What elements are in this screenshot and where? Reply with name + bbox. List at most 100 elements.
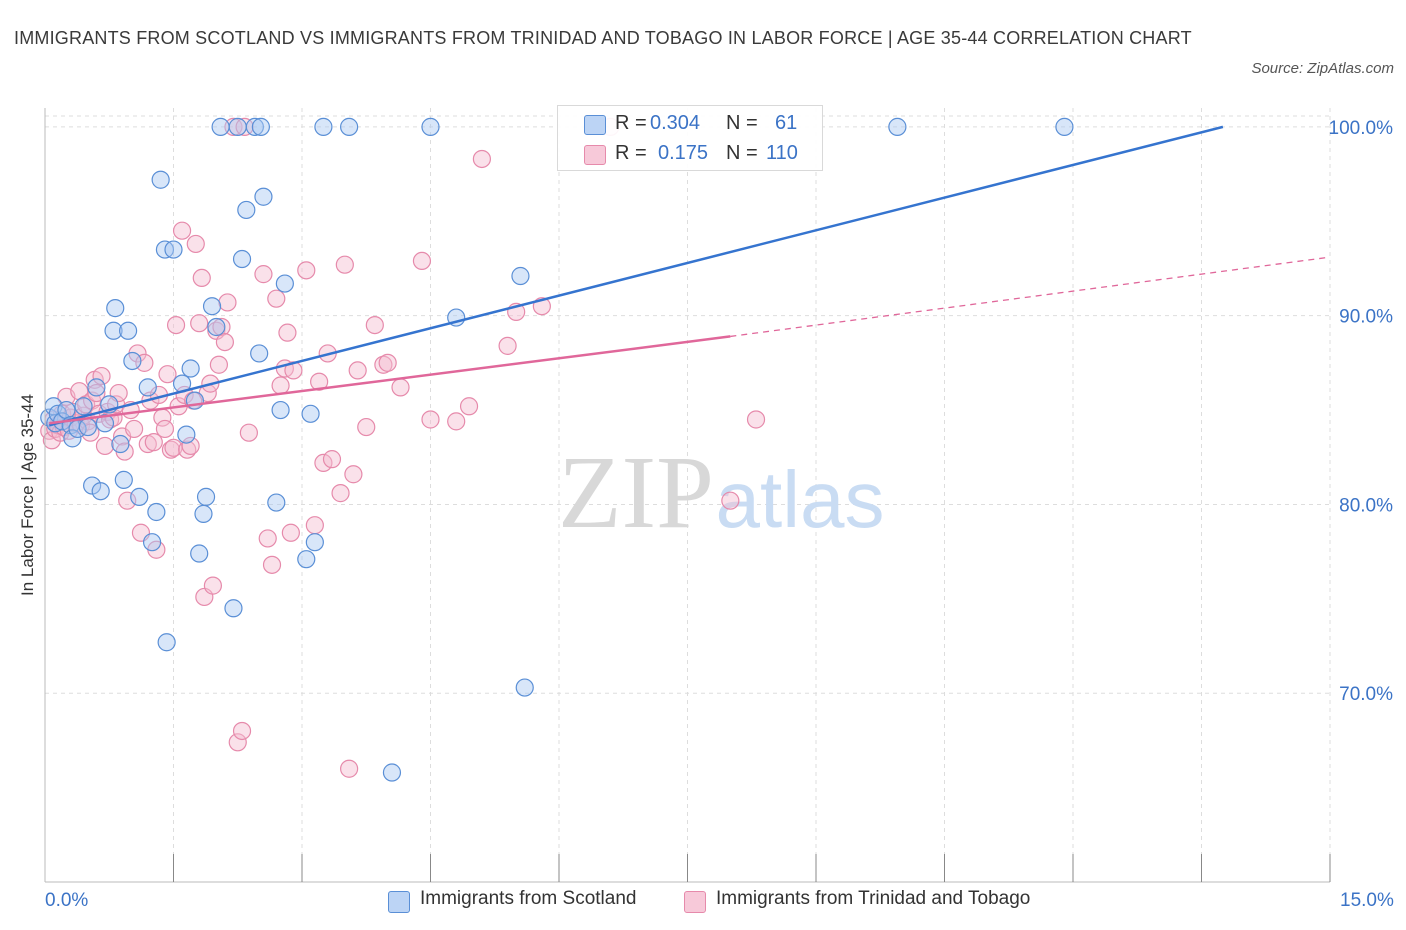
y-tick-label: 70.0% — [1339, 684, 1393, 705]
stats-legend: R = 0.304 N = 61 R = 0.175 N = 110 — [557, 105, 823, 171]
trinidad-point — [192, 268, 211, 288]
trinidad-trend-line — [49, 335, 731, 425]
scotland-point — [228, 117, 247, 136]
legend-swatch-blue — [388, 891, 410, 913]
scotland-point — [340, 117, 359, 136]
scotland-point — [190, 544, 209, 563]
scotland-point — [123, 351, 142, 371]
scotland-point — [196, 487, 216, 506]
legend-n-label: N = — [726, 112, 764, 134]
watermark: ZIP atlas — [558, 435, 884, 550]
scotland-point — [511, 266, 530, 286]
scotland-point — [271, 400, 290, 420]
trinidad-point — [378, 353, 397, 372]
scotland-point — [111, 434, 130, 454]
trinidad-point — [746, 410, 766, 429]
scotland-point — [164, 240, 183, 259]
trinidad-point — [421, 410, 440, 429]
trinidad-point — [344, 465, 363, 484]
legend-r-value: 0.175 — [658, 142, 709, 164]
trinidad-point — [161, 440, 181, 459]
trinidad-point — [118, 491, 137, 510]
scotland-point — [118, 321, 138, 340]
trinidad-point — [258, 529, 277, 548]
trinidad-point — [472, 149, 491, 169]
scotland-point — [91, 482, 110, 501]
legend-swatch-pink — [684, 891, 706, 913]
scotland-point — [74, 397, 93, 416]
y-tick-label: 100.0% — [1329, 118, 1394, 139]
scotland-point — [267, 493, 286, 512]
y-axis-title: In Labor Force | Age 35-44 — [18, 394, 37, 596]
scotland-point — [63, 429, 82, 448]
trinidad-point — [235, 117, 254, 136]
trinidad-point — [190, 314, 209, 333]
trinidad-point — [181, 436, 200, 456]
trinidad-point — [498, 336, 517, 355]
scotland-point — [888, 117, 907, 136]
scotland-point — [382, 763, 402, 782]
scotland-point — [194, 504, 213, 523]
scotland-point — [515, 678, 534, 697]
stats-legend-row-trinidad: R = 0.175 N = 110 — [558, 138, 822, 170]
scotland-point — [237, 200, 256, 220]
legend-r-label: R = — [615, 142, 653, 164]
trinidad-point — [155, 419, 175, 439]
scotland-point — [147, 502, 166, 522]
trinidad-point — [322, 450, 342, 469]
trinidad-point — [254, 265, 273, 284]
scotland-point — [106, 299, 125, 318]
scotland-point — [142, 533, 162, 552]
scotland-point — [232, 249, 252, 269]
scotland-point — [114, 470, 133, 489]
scotland-point — [87, 378, 106, 397]
trinidad-point — [239, 423, 258, 442]
trinidad-point — [305, 516, 324, 535]
watermark-zip: ZIP — [558, 435, 714, 550]
chart-source: Source: ZipAtlas.com — [1251, 60, 1394, 77]
scotland-point — [250, 344, 269, 363]
trinidad-point — [278, 323, 297, 342]
trinidad-point — [281, 523, 300, 542]
axes: 70.0% 80.0% 90.0% 100.0% — [44, 108, 1394, 883]
scotland-point — [224, 599, 243, 618]
legend-n-label: N = — [726, 142, 764, 164]
legend-r-label: R = — [615, 112, 653, 134]
scotland-point — [151, 170, 170, 189]
trinidad-point — [357, 417, 376, 437]
trinidad-point — [215, 332, 234, 352]
scotland-point — [1055, 117, 1074, 136]
scotland-point — [301, 404, 320, 423]
x-tick-label-min: 0.0% — [45, 890, 89, 911]
trinidad-point — [335, 255, 354, 274]
trinidad-point — [297, 261, 316, 280]
legend-label-trinidad: Immigrants from Trinidad and Tobago — [716, 888, 1031, 909]
trinidad-point — [721, 491, 740, 510]
scotland-point — [104, 321, 123, 340]
stats-legend-row-scotland: R = 0.304 N = 61 — [558, 108, 822, 140]
trinidad-point — [186, 234, 205, 254]
trinidad-point — [124, 419, 144, 439]
watermark-atlas: atlas — [716, 455, 885, 544]
legend-swatch-blue — [584, 115, 606, 135]
scotland-point — [181, 359, 200, 378]
scotland-point — [297, 550, 316, 569]
legend-r-value: 0.304 — [650, 112, 701, 134]
scotland-point — [421, 117, 440, 136]
scotland-point — [202, 297, 222, 316]
trinidad-point — [228, 733, 247, 752]
trinidad-point — [340, 759, 359, 778]
scotland-trend-line — [48, 125, 1224, 427]
scotland-point — [314, 117, 333, 136]
trinidad-point — [172, 221, 192, 240]
scotland-point — [78, 417, 97, 437]
scotland-point — [254, 187, 273, 206]
trinidad-point — [310, 372, 329, 391]
trinidad-point — [314, 453, 333, 473]
trinidad-point — [365, 315, 384, 335]
scotland-point — [57, 400, 76, 420]
trinidad-point — [158, 365, 177, 384]
legend-n-value: 110 — [766, 142, 798, 164]
trinidad-point — [144, 433, 163, 452]
trinidad-point — [262, 555, 282, 574]
